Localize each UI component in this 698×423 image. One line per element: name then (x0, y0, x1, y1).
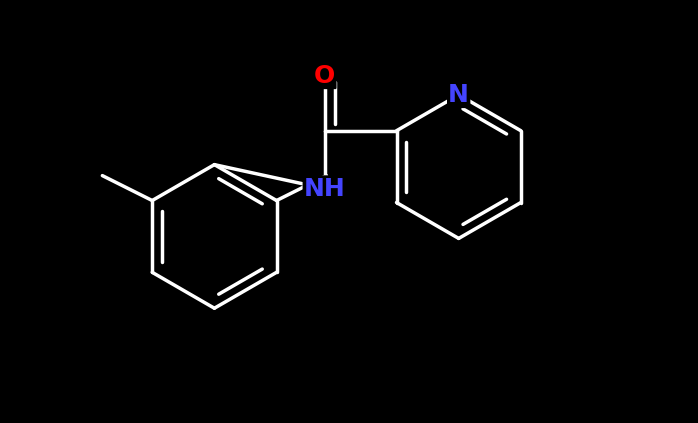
Text: O: O (314, 64, 335, 88)
Text: N: N (448, 83, 469, 107)
Text: NH: NH (304, 176, 346, 201)
